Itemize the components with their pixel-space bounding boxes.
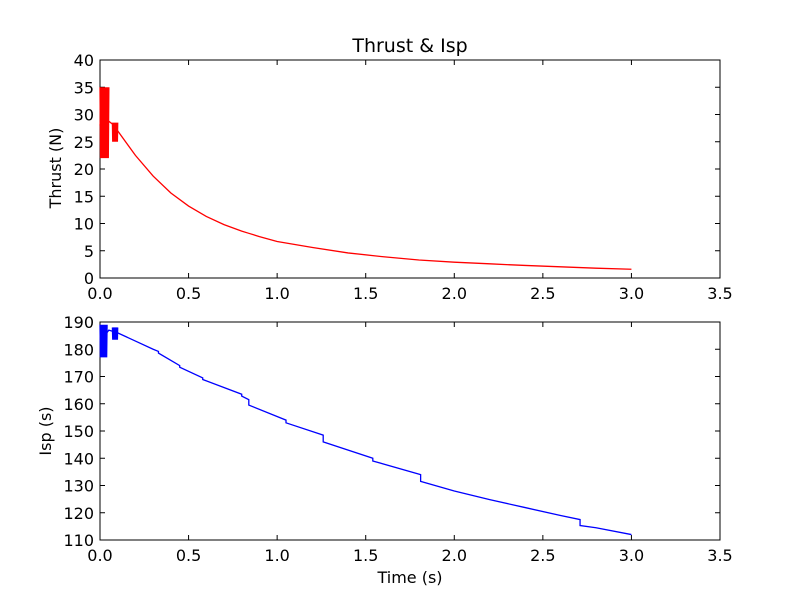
x-tick-label: 2.0 (442, 546, 467, 565)
x-tick-label: 1.0 (264, 546, 289, 565)
y-tick-label: 180 (63, 340, 94, 359)
y-tick-label: 140 (63, 449, 94, 468)
y-axis-label-thrust: Thrust (N) (46, 128, 65, 210)
x-tick-label: 1.5 (353, 284, 378, 303)
y-tick-label: 10 (74, 215, 94, 234)
x-tick-label: 1.0 (264, 284, 289, 303)
ticks-thrust: 0.0 0.5 1.0 1.5 2.0 2.5 3.0 3.5 0 5 10 15 20 25 30 35 40 (74, 51, 733, 303)
x-tick-label: 0.5 (176, 546, 201, 565)
y-tick-label: 25 (74, 133, 94, 152)
y-tick-label: 120 (63, 504, 94, 523)
y-tick-label: 40 (74, 51, 94, 70)
y-tick-label: 5 (84, 242, 94, 261)
y-tick-label: 190 (63, 313, 94, 332)
series-thrust (99, 87, 632, 270)
y-tick-label: 35 (74, 78, 94, 97)
isp-plot: Isp (s) Time (s) 0.0 0.5 1.0 1.5 2.0 2.5 3.0 3.… (36, 313, 733, 587)
chart-title: Thrust & Isp (351, 35, 467, 57)
oscillation-band-isp (99, 324, 108, 358)
x-tick-label: 3.0 (619, 546, 644, 565)
y-tick-label: 160 (63, 395, 94, 414)
x-tick-label: 3.5 (707, 546, 732, 565)
y-tick-label: 30 (74, 106, 94, 125)
x-tick-label: 0.0 (87, 284, 112, 303)
thrust-plot: Thrust & Isp Thrust (N) 0.0 0.5 1.0 1.5 2.0 2… (46, 35, 733, 303)
y-tick-label: 150 (63, 422, 94, 441)
y-tick-label: 110 (63, 531, 94, 550)
y-tick-label: 0 (84, 269, 94, 288)
x-tick-label: 3.0 (619, 284, 644, 303)
series-line-thrust (99, 103, 632, 270)
x-axis-label: Time (s) (376, 568, 442, 587)
x-tick-label: 2.5 (530, 546, 555, 565)
series-line-isp (99, 329, 632, 536)
y-tick-label: 170 (63, 368, 94, 387)
oscillation-band-thrust (99, 87, 110, 159)
series-isp (99, 324, 632, 536)
y-tick-label: 20 (74, 160, 94, 179)
y-tick-label: 15 (74, 187, 94, 206)
y-axis-label-isp: Isp (s) (36, 406, 55, 455)
y-tick-label: 130 (63, 477, 94, 496)
x-tick-label: 0.5 (176, 284, 201, 303)
x-tick-label: 2.0 (442, 284, 467, 303)
x-tick-label: 1.5 (353, 546, 378, 565)
x-tick-label: 2.5 (530, 284, 555, 303)
oscillation-band-thrust (111, 122, 119, 142)
oscillation-band-isp (111, 327, 119, 340)
ticks-isp: 0.0 0.5 1.0 1.5 2.0 2.5 3.0 3.5 110 120 130 140 150 1… (63, 313, 732, 565)
x-tick-label: 0.0 (87, 546, 112, 565)
x-tick-label: 3.5 (707, 284, 732, 303)
